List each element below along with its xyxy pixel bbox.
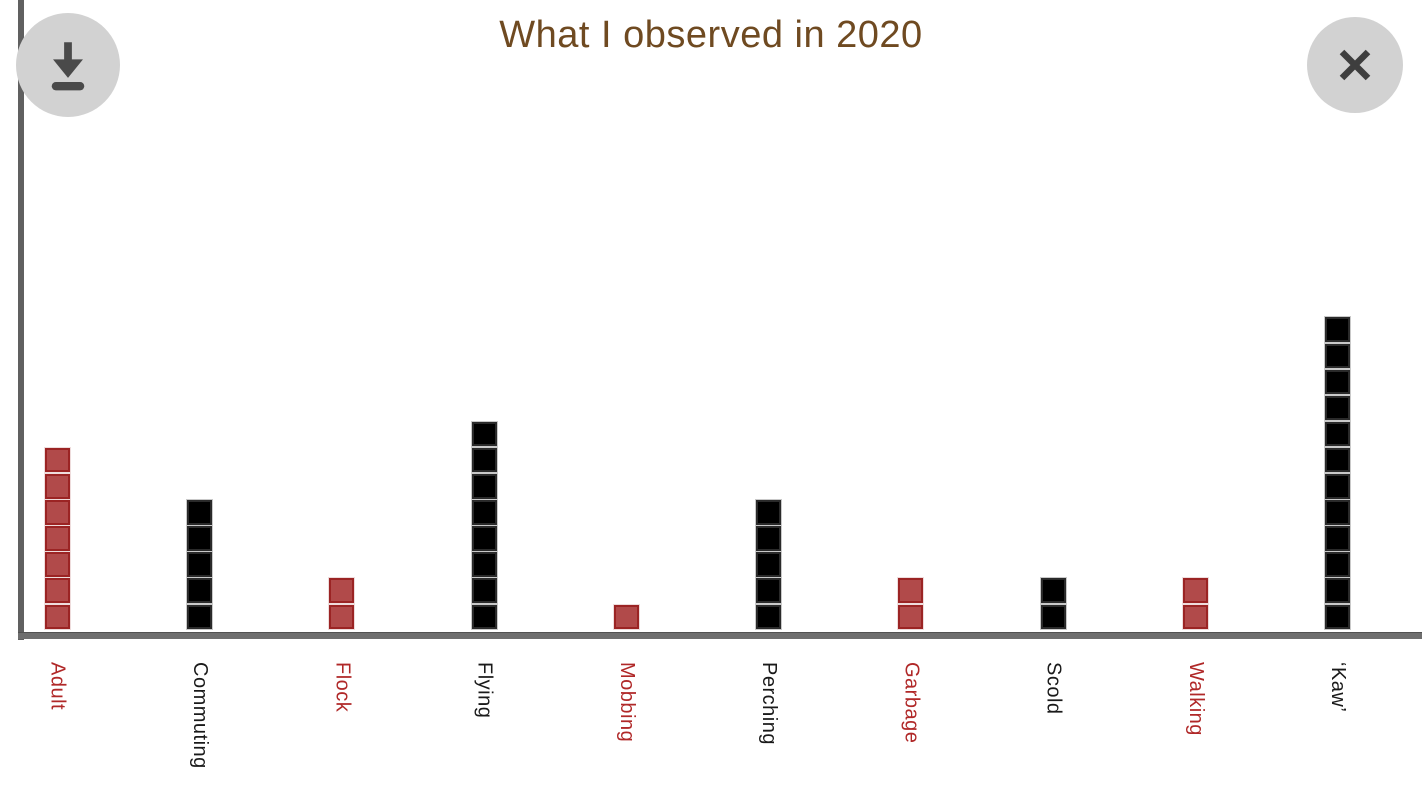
bar-garbage (898, 578, 924, 629)
bar-adult (44, 447, 70, 629)
unit-square (613, 604, 639, 629)
unit-square (471, 604, 497, 629)
bar-scold (1040, 578, 1066, 629)
unit-square (1325, 552, 1351, 577)
unit-square (1325, 578, 1351, 603)
bar-commuting (186, 500, 212, 629)
unit-square (1325, 369, 1351, 395)
unit-square (471, 447, 497, 473)
x-axis-label: Commuting (188, 662, 211, 769)
unit-square (186, 604, 212, 629)
bar-perching (756, 500, 782, 629)
unit-square (44, 552, 70, 577)
unit-square (186, 526, 212, 551)
x-axis-label: Perching (758, 662, 781, 745)
unit-square (1325, 317, 1351, 342)
unit-square (756, 578, 782, 603)
unit-square (756, 604, 782, 629)
unit-square (329, 604, 355, 629)
x-axis-label: Flock (331, 662, 354, 713)
bar-mobbing (613, 604, 639, 629)
unit-square (1040, 578, 1066, 603)
unit-square (1325, 395, 1351, 421)
unit-square (756, 500, 782, 525)
close-button[interactable] (1307, 17, 1403, 113)
unit-square (186, 578, 212, 603)
x-axis-label: Scold (1042, 662, 1065, 715)
x-axis-label: ‘Kaw’ (1327, 662, 1350, 713)
unit-square (44, 474, 70, 499)
unit-square (471, 552, 497, 577)
unit-square (44, 578, 70, 603)
unit-square (471, 500, 497, 525)
x-axis-label: Garbage (900, 662, 923, 744)
y-axis-line (18, 0, 24, 640)
unit-square (44, 604, 70, 629)
unit-square (1325, 343, 1351, 369)
unit-square (471, 526, 497, 551)
unit-square (1040, 604, 1066, 629)
unit-square (1325, 474, 1351, 499)
unit-square (756, 526, 782, 551)
unit-square (186, 552, 212, 577)
unit-square (1325, 526, 1351, 551)
chart-title: What I observed in 2020 (499, 14, 923, 56)
unit-square (1325, 421, 1351, 447)
x-axis-label: Walking (1184, 662, 1207, 736)
bar-flock (329, 578, 355, 629)
unit-square (898, 578, 924, 603)
unit-square (471, 421, 497, 447)
unit-square (471, 474, 497, 499)
unit-square (1182, 578, 1208, 603)
download-button[interactable] (16, 13, 120, 117)
bar-walking (1182, 578, 1208, 629)
close-icon (1331, 41, 1379, 89)
x-axis-label: Flying (473, 662, 496, 719)
x-axis-line (18, 632, 1422, 639)
unit-square (471, 578, 497, 603)
x-axis-label: Adult (46, 662, 69, 711)
unit-square (1325, 604, 1351, 629)
unit-square (1325, 500, 1351, 525)
bar-flying (471, 421, 497, 629)
unit-square (44, 447, 70, 473)
download-icon (37, 33, 99, 97)
unit-square (1325, 447, 1351, 473)
unit-square (329, 578, 355, 603)
bar-kaw (1325, 317, 1351, 629)
unit-square (1182, 604, 1208, 629)
unit-square (44, 526, 70, 551)
x-axis-label: Mobbing (615, 662, 638, 743)
unit-square (186, 500, 212, 525)
unit-square (756, 552, 782, 577)
unit-square (44, 500, 70, 525)
unit-square (898, 604, 924, 629)
